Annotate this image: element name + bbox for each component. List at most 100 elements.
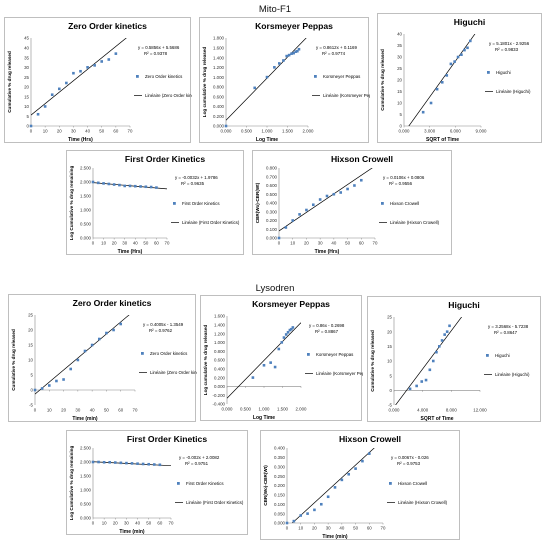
- data-point: [285, 54, 288, 58]
- y-tick-label: 35: [397, 43, 402, 48]
- x-tick-label: 1.500: [282, 129, 294, 134]
- data-point: [297, 47, 301, 51]
- y-tick-label: 0.800: [214, 349, 226, 354]
- y-tick-label: -5: [388, 403, 392, 408]
- y-tick-label: 0.500: [266, 192, 278, 197]
- data-point: [440, 81, 444, 84]
- equation-label: y = 0.0106x + 0.0806: [383, 175, 425, 180]
- x-axis-label: Time (min): [72, 416, 98, 422]
- chart-title: First Order Kinetics: [125, 154, 205, 164]
- y-tick-label: 0.000: [213, 124, 225, 129]
- x-tick-label: 50: [99, 129, 104, 134]
- y-tick-label: 20: [397, 78, 402, 83]
- y-tick-label: 15: [24, 94, 29, 99]
- y-tick-label: 0.350: [274, 455, 286, 460]
- y-tick-label: 0.200: [214, 375, 226, 380]
- data-point: [100, 60, 104, 63]
- data-point: [29, 124, 33, 128]
- y-tick-label: 1.000: [213, 75, 225, 80]
- data-point: [277, 236, 281, 240]
- data-point: [325, 194, 329, 198]
- data-point: [424, 378, 428, 382]
- data-point: [299, 514, 303, 517]
- y-tick-label: 15: [397, 89, 402, 94]
- x-tick-label: 3.000: [424, 129, 436, 134]
- equation-label: y = -0.0032x + 1.9786: [175, 175, 218, 180]
- trendline: [227, 322, 301, 399]
- x-axis-label: Time (min): [119, 529, 145, 535]
- y-axis-label: Cumulative % drug released: [11, 329, 16, 391]
- chart-lyso-higuchi: Higuchi -5 0 5 10 15 20 25 0.000 4.000 8.000 12.000…: [367, 296, 541, 422]
- data-point: [453, 60, 456, 63]
- x-axis-label: Log Time: [256, 137, 278, 143]
- data-point: [284, 333, 288, 336]
- x-tick-label: 30: [71, 129, 76, 134]
- data-point: [282, 336, 286, 339]
- y-tick-label: 0.250: [274, 474, 286, 479]
- equation-label: y = 0.5856x + 5.5686: [138, 45, 180, 50]
- data-point: [278, 62, 281, 65]
- chart-mito-korsmeyer: Korsmeyer Peppas 0.000 0.200 0.400 0.600 0.80…: [199, 17, 370, 143]
- data-point: [269, 361, 272, 364]
- y-tick-label: 0.800: [213, 85, 225, 90]
- x-tick-label: 40: [135, 521, 140, 526]
- data-point: [76, 358, 80, 362]
- y-tick-label: 0.400: [214, 367, 226, 372]
- y-tick-label: 0.100: [274, 502, 286, 507]
- r2-label: R² = 0.9378: [144, 51, 168, 56]
- y-axis-label: Log Cumulative % drug remaining: [69, 446, 74, 521]
- chart-svg: First Order Kinetics 0.000 0.500 1.000 1.500…: [69, 434, 244, 535]
- y-tick-label: 0.000: [80, 516, 92, 521]
- y-tick-label: 0.500: [80, 222, 92, 227]
- x-axis-label: SQRT of Time: [421, 416, 454, 422]
- y-tick-label: 0: [27, 124, 30, 129]
- data-point: [152, 463, 156, 466]
- y-tick-label: 40: [24, 45, 29, 50]
- x-tick-label: 50: [353, 526, 358, 531]
- data-point: [291, 326, 295, 329]
- data-point: [284, 226, 288, 229]
- data-point: [114, 52, 118, 55]
- x-tick-label: 10: [101, 241, 106, 246]
- x-tick-label: 12.000: [473, 408, 487, 413]
- data-point: [144, 185, 148, 189]
- x-tick-label: 60: [157, 521, 162, 526]
- legend-marker-swatch: [177, 482, 180, 485]
- y-tick-label: 0.600: [213, 94, 225, 99]
- y-tick-label: 2.500: [80, 446, 92, 451]
- data-point: [445, 330, 449, 333]
- y-tick-label: 5: [400, 112, 403, 117]
- y-tick-label: 20: [28, 328, 33, 333]
- data-point: [155, 186, 158, 189]
- data-point: [69, 367, 73, 371]
- x-tick-label: 0.000: [222, 407, 234, 412]
- data-point: [326, 495, 330, 499]
- x-tick-label: 4.000: [417, 408, 429, 413]
- equation-label: y = 0.4005x - 1.3549: [143, 322, 184, 327]
- data-point: [287, 53, 291, 57]
- chart-svg: Korsmeyer Peppas -0.400 -0.200 0.000 0.200 0.…: [203, 299, 363, 421]
- data-point: [294, 50, 297, 53]
- x-tick-label: 70: [133, 408, 138, 413]
- data-point: [408, 387, 412, 391]
- x-tick-label: 20: [312, 526, 317, 531]
- data-point: [72, 71, 75, 75]
- y-axis-label: Cumulative % drug released: [370, 330, 375, 392]
- x-axis-label: Time (Hrs): [118, 249, 143, 255]
- y-tick-label: 1.600: [214, 314, 226, 319]
- y-tick-label: 15: [387, 344, 392, 349]
- y-tick-label: 2.000: [80, 180, 92, 185]
- chart-svg: Hixson Crowell 0.000 0.100 0.200 0.300 0.400 0…: [255, 154, 440, 255]
- x-tick-label: 20: [57, 129, 62, 134]
- data-point: [463, 48, 466, 52]
- y-tick-label: 1.500: [80, 474, 92, 479]
- x-tick-label: 40: [85, 129, 90, 134]
- chart-lyso-korsmeyer: Korsmeyer Peppas -0.400 -0.200 0.000 0.200 0.…: [200, 295, 363, 421]
- r2-label: R² = 0.9762: [149, 328, 173, 333]
- y-tick-label: 0.000: [214, 384, 226, 389]
- data-point: [147, 462, 151, 466]
- r2-label: R² = 0.9774: [322, 51, 346, 56]
- y-tick-label: 0.000: [274, 521, 286, 526]
- data-point: [296, 49, 299, 53]
- chart-title: Hixson Crowell: [339, 434, 401, 444]
